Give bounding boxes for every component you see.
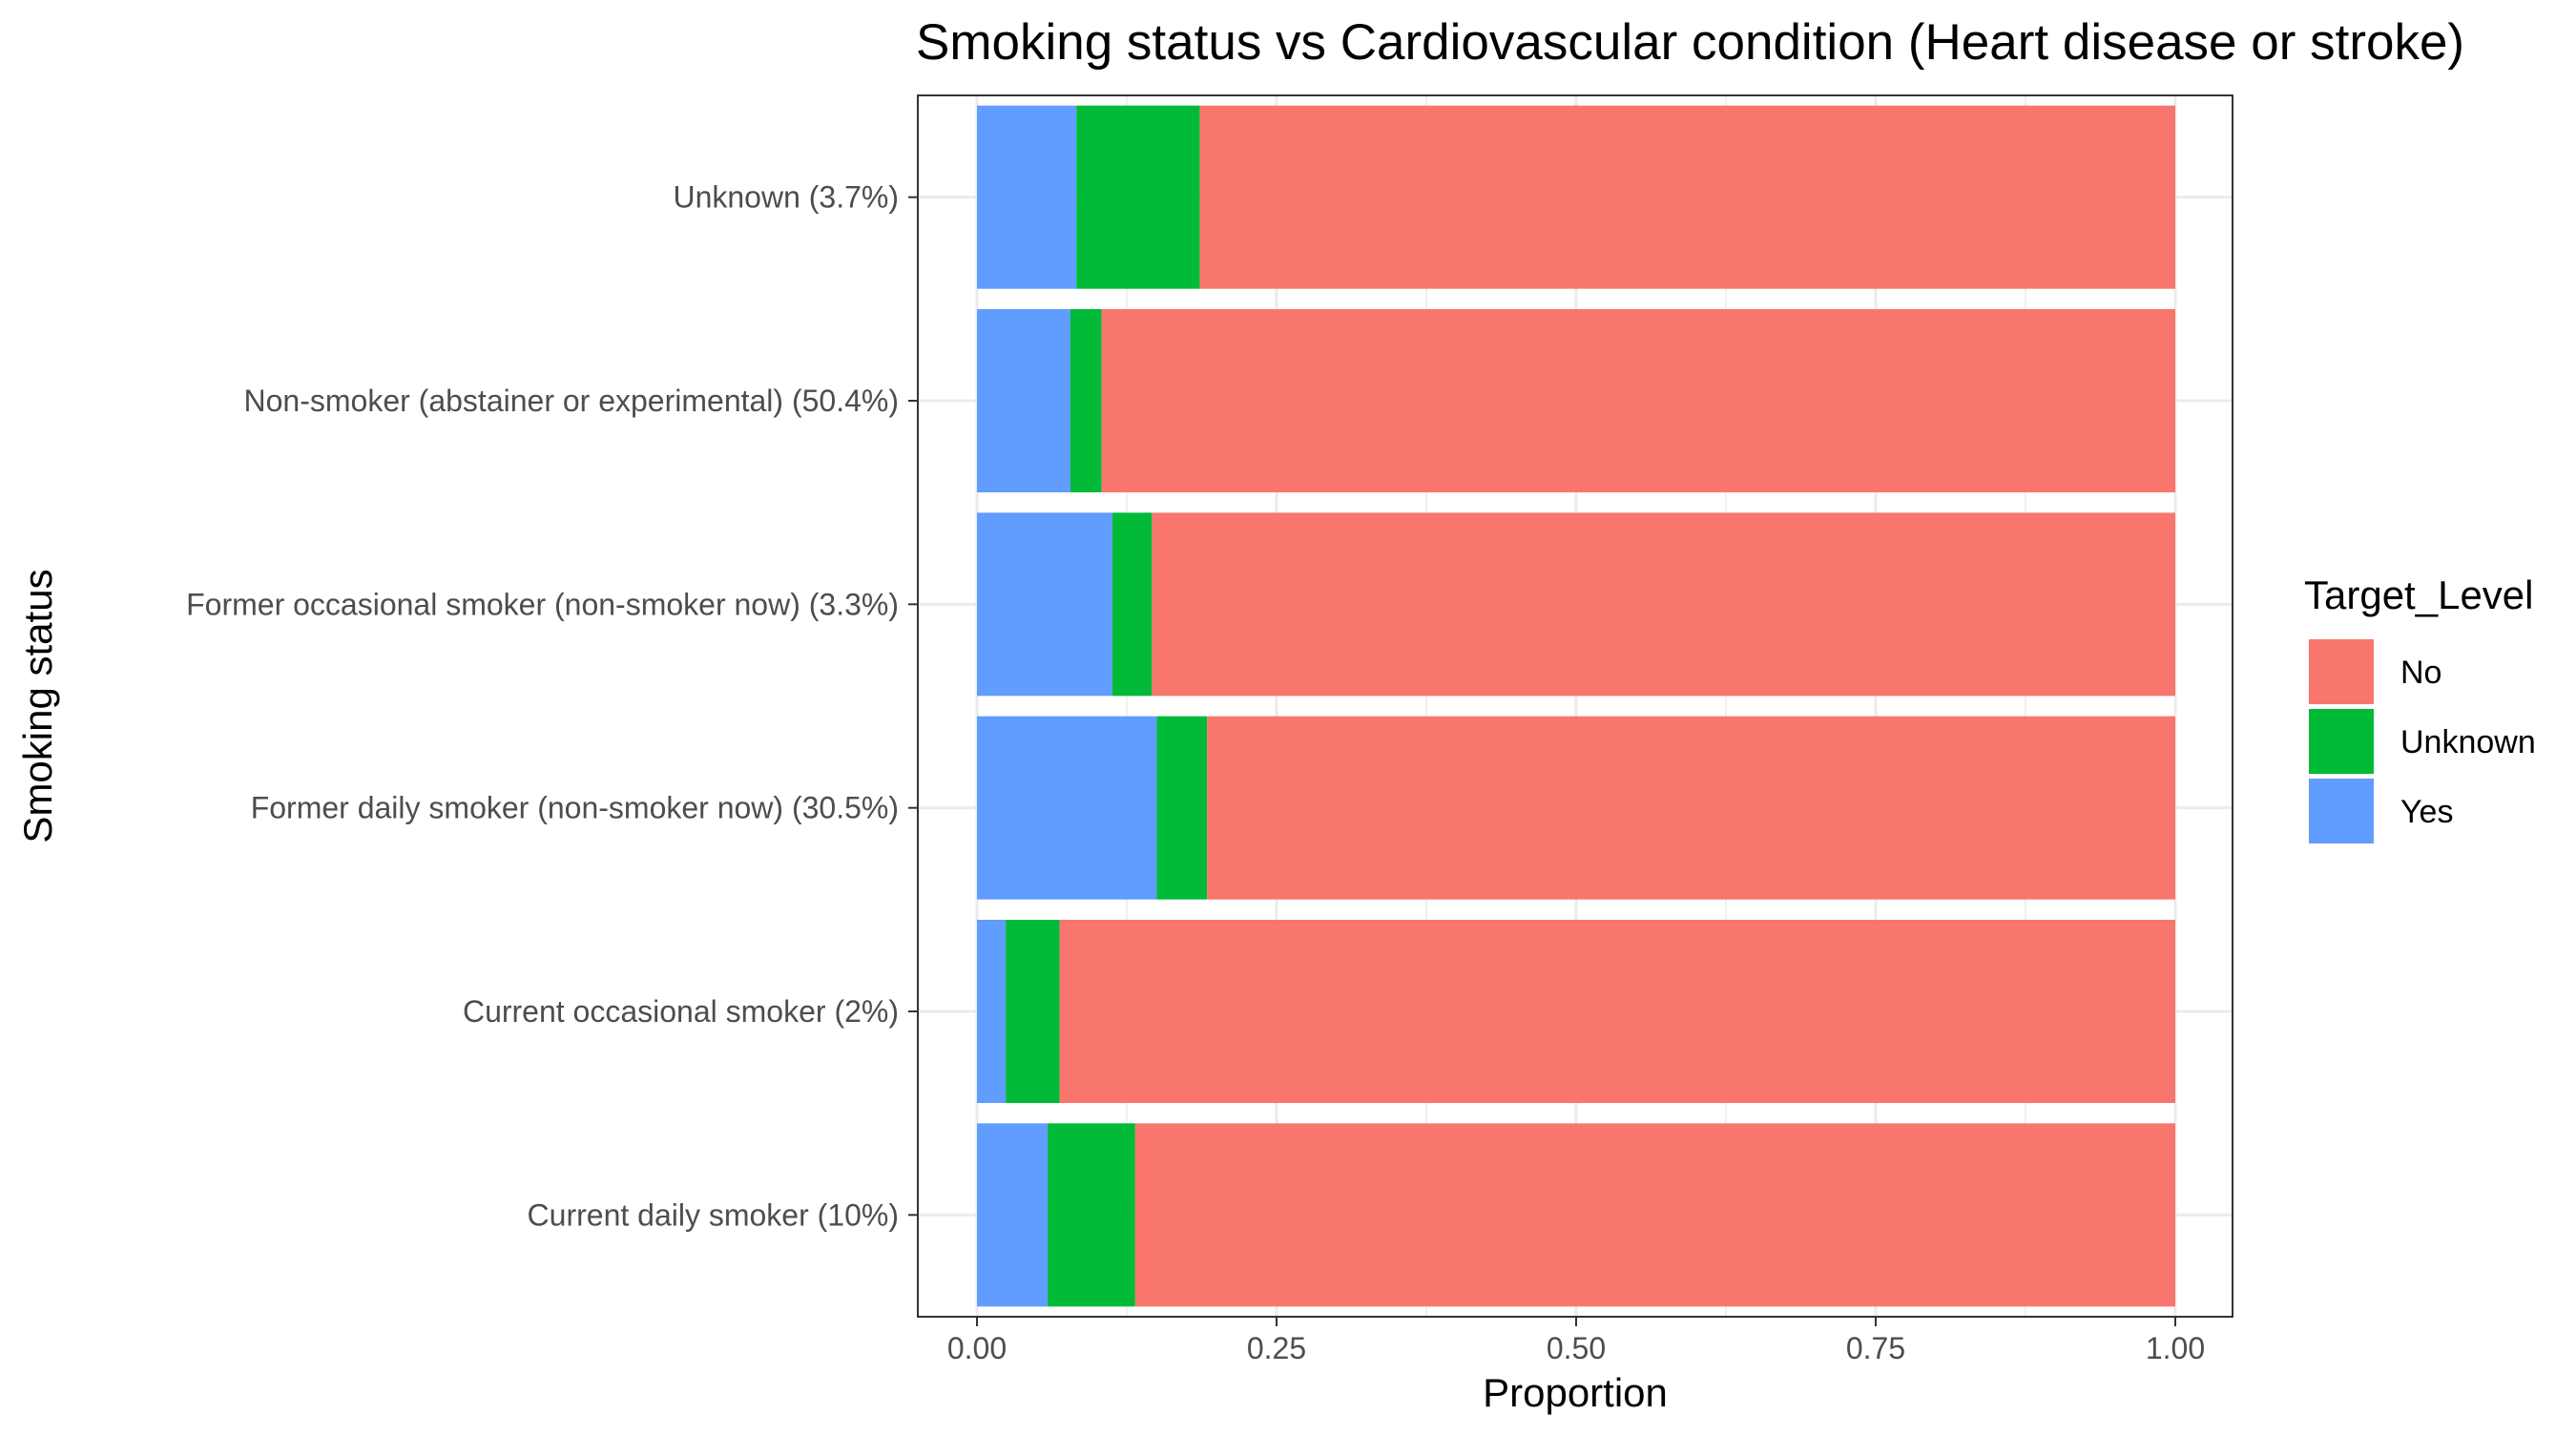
- chart-title: Smoking status vs Cardiovascular conditi…: [916, 14, 2464, 71]
- y-tick-label: Former occasional smoker (non-smoker now…: [186, 587, 899, 621]
- x-tick-label: 0.75: [1846, 1331, 1905, 1365]
- bar-segment-yes: [977, 716, 1157, 900]
- y-tick-label: Current occasional smoker (2%): [463, 994, 899, 1029]
- legend-label: Unknown: [2400, 724, 2536, 760]
- legend-key-no: [2309, 639, 2374, 704]
- x-tick-label: 0.50: [1547, 1331, 1606, 1365]
- bar-segment-yes: [977, 1123, 1049, 1307]
- bar-segment-unknown: [1070, 309, 1102, 492]
- bar-segment-no: [1207, 716, 2175, 900]
- bar-segment-unknown: [1006, 920, 1060, 1103]
- legend-label: Yes: [2400, 794, 2453, 830]
- bar-segment-yes: [977, 105, 1077, 289]
- bar-segment-no: [1134, 1123, 2175, 1307]
- y-axis-title: Smoking status: [15, 569, 60, 843]
- x-axis-title: Proportion: [1483, 1370, 1668, 1415]
- bar-segment-no: [1059, 920, 2175, 1103]
- x-tick-label: 0.00: [947, 1331, 1007, 1365]
- legend: Target_Level No Unknown Yes: [2304, 572, 2536, 843]
- bar-segment-no: [1152, 512, 2175, 697]
- bar-segment-unknown: [1076, 105, 1200, 289]
- x-tick-label: 0.25: [1247, 1331, 1306, 1365]
- bar-segment-unknown: [1048, 1123, 1135, 1307]
- y-tick-label: Former daily smoker (non-smoker now) (30…: [251, 791, 899, 825]
- y-tick-label: Unknown (3.7%): [673, 180, 899, 215]
- bar-segment-no: [1101, 309, 2175, 492]
- legend-key-yes: [2309, 779, 2374, 843]
- legend-key-unknown: [2309, 709, 2374, 774]
- legend-title: Target_Level: [2304, 572, 2534, 617]
- bar-segment-unknown: [1111, 512, 1153, 697]
- y-tick-label: Current daily smoker (10%): [528, 1197, 899, 1232]
- bar-segment-yes: [977, 512, 1112, 697]
- y-tick-label: Non-smoker (abstainer or experimental) (…: [244, 384, 899, 418]
- legend-label: No: [2400, 655, 2441, 691]
- x-tick-label: 1.00: [2146, 1331, 2205, 1365]
- bar-segment-yes: [977, 920, 1007, 1103]
- bar-segment-yes: [977, 309, 1070, 492]
- bar-segment-no: [1199, 105, 2175, 289]
- bar-segment-unknown: [1156, 716, 1208, 900]
- plot-area: Current daily smoker (10%) Current occasi…: [186, 94, 2233, 1365]
